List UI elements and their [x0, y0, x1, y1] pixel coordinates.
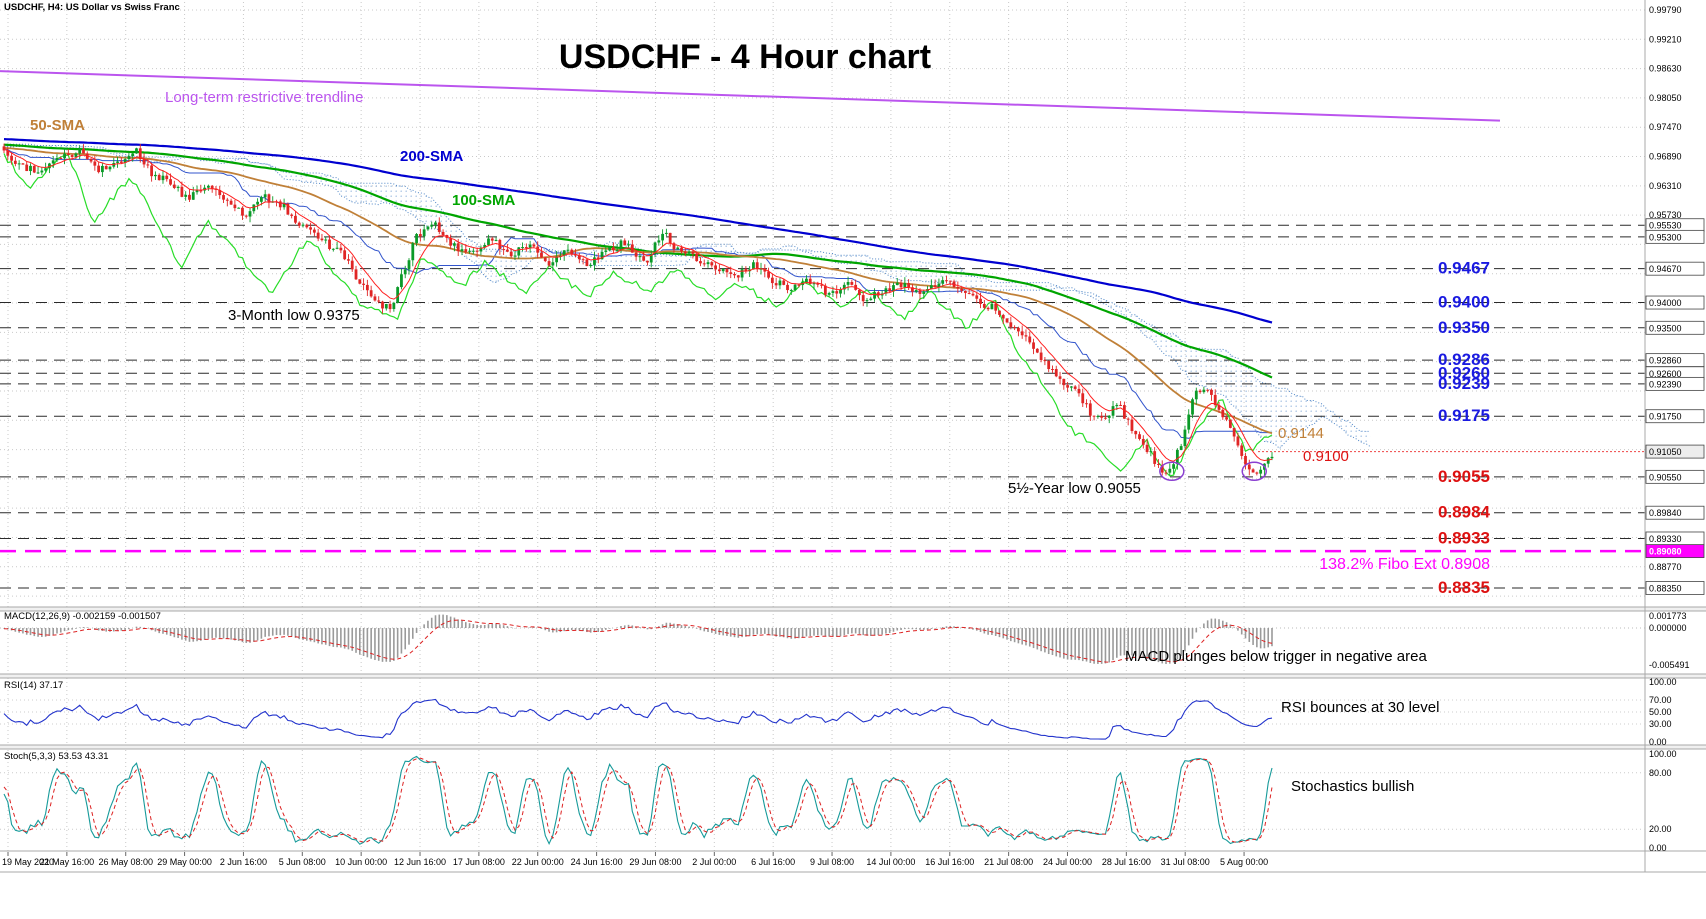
svg-text:0.98050: 0.98050	[1649, 93, 1682, 103]
svg-text:0.94000: 0.94000	[1649, 298, 1682, 308]
svg-text:5 Aug 00:00: 5 Aug 00:00	[1220, 857, 1268, 867]
svg-text:19 May 2020: 19 May 2020	[2, 857, 54, 867]
svg-text:70.00: 70.00	[1649, 695, 1672, 705]
svg-text:0.95530: 0.95530	[1649, 221, 1682, 231]
svg-text:0.8984: 0.8984	[1438, 503, 1491, 522]
svg-text:17 Jun 08:00: 17 Jun 08:00	[453, 857, 505, 867]
svg-text:14 Jul 00:00: 14 Jul 00:00	[866, 857, 915, 867]
macd-annotation: MACD plunges below trigger in negative a…	[1125, 648, 1427, 665]
five-year-low-annotation: 5½-Year low 0.9055	[1008, 480, 1141, 497]
svg-text:100.00: 100.00	[1649, 677, 1677, 687]
svg-text:29 May 00:00: 29 May 00:00	[157, 857, 212, 867]
price-series	[2, 138, 1274, 482]
indicator-panels	[0, 0, 1706, 873]
svg-text:0.95300: 0.95300	[1649, 232, 1682, 242]
svg-text:0.00: 0.00	[1649, 843, 1667, 853]
price-axis: 0.001773 0.000000 -0.005491 100.00 70.00 50.0…	[1645, 5, 1705, 853]
sma100-annotation: 100-SMA	[452, 192, 516, 209]
svg-text:0.92600: 0.92600	[1649, 369, 1682, 379]
sma50-price-tag: 0.9144	[1278, 425, 1324, 442]
support-resistance-lines	[0, 70, 1645, 589]
svg-text:0.9350: 0.9350	[1438, 318, 1490, 337]
svg-text:0.93500: 0.93500	[1649, 323, 1682, 333]
svg-text:50.00: 50.00	[1649, 707, 1672, 717]
svg-text:0.00: 0.00	[1649, 737, 1667, 747]
svg-text:0.89080: 0.89080	[1649, 547, 1682, 557]
svg-text:0.001773: 0.001773	[1649, 611, 1687, 621]
svg-text:0.89840: 0.89840	[1649, 508, 1682, 518]
svg-text:24 Jun 16:00: 24 Jun 16:00	[571, 857, 623, 867]
svg-text:0.91750: 0.91750	[1649, 412, 1682, 422]
svg-text:2 Jun 16:00: 2 Jun 16:00	[220, 857, 267, 867]
trendline-annotation: Long-term restrictive trendline	[165, 89, 364, 106]
svg-text:0.97470: 0.97470	[1649, 122, 1682, 132]
svg-text:0.9286: 0.9286	[1438, 350, 1490, 369]
svg-text:0.88350: 0.88350	[1649, 584, 1682, 594]
rsi-indicator-label: RSI(14) 37.17	[4, 680, 64, 691]
svg-text:0.000000: 0.000000	[1649, 623, 1687, 633]
svg-text:0.9239: 0.9239	[1438, 374, 1490, 393]
svg-text:2 Jul 00:00: 2 Jul 00:00	[692, 857, 736, 867]
svg-text:0.9260: 0.9260	[1438, 363, 1490, 382]
grid	[0, 2, 1645, 852]
rsi-annotation: RSI bounces at 30 level	[1281, 699, 1440, 716]
svg-text:0.99790: 0.99790	[1649, 5, 1682, 15]
svg-text:0.94670: 0.94670	[1649, 264, 1682, 274]
svg-text:31 Jul 08:00: 31 Jul 08:00	[1161, 857, 1210, 867]
instrument-label: USDCHF, H4: US Dollar vs Swiss Franc	[4, 2, 180, 13]
svg-text:0.9055: 0.9055	[1438, 467, 1490, 486]
sma200-annotation: 200-SMA	[400, 148, 464, 165]
svg-text:30.00: 30.00	[1649, 719, 1672, 729]
svg-text:0.9175: 0.9175	[1438, 406, 1490, 425]
chart-title: USDCHF - 4 Hour chart	[558, 38, 932, 76]
svg-text:0.95730: 0.95730	[1649, 210, 1682, 220]
svg-text:0.91050: 0.91050	[1649, 447, 1682, 457]
svg-text:26 May 08:00: 26 May 08:00	[98, 857, 153, 867]
svg-text:-0.005491: -0.005491	[1649, 660, 1690, 670]
svg-text:20.00: 20.00	[1649, 824, 1672, 834]
svg-text:24 Jul 00:00: 24 Jul 00:00	[1043, 857, 1092, 867]
svg-text:6 Jul 16:00: 6 Jul 16:00	[751, 857, 795, 867]
svg-text:0.99210: 0.99210	[1649, 34, 1682, 44]
svg-text:0.96890: 0.96890	[1649, 152, 1682, 162]
svg-text:0.8933: 0.8933	[1438, 528, 1490, 547]
stoch-annotation: Stochastics bullish	[1291, 778, 1415, 795]
svg-text:0.98630: 0.98630	[1649, 64, 1682, 74]
current-price-tag: 0.9100	[1303, 448, 1349, 465]
svg-text:0.92390: 0.92390	[1649, 379, 1682, 389]
svg-text:0.96310: 0.96310	[1649, 181, 1682, 191]
three-month-low-annotation: 3-Month low 0.9375	[228, 307, 360, 324]
svg-text:10 Jun 00:00: 10 Jun 00:00	[335, 857, 387, 867]
price-level-labels: 0.9467 0.9400 0.9350 0.92860.92600.9239 0.91…	[1438, 259, 1491, 597]
svg-text:80.00: 80.00	[1649, 768, 1672, 778]
svg-text:0.92860: 0.92860	[1649, 356, 1682, 366]
svg-text:9 Jul 08:00: 9 Jul 08:00	[810, 857, 854, 867]
svg-text:0.88770: 0.88770	[1649, 562, 1682, 572]
svg-text:0.9467: 0.9467	[1438, 259, 1490, 278]
svg-text:12 Jun 16:00: 12 Jun 16:00	[394, 857, 446, 867]
svg-text:22 Jun 00:00: 22 Jun 00:00	[512, 857, 564, 867]
svg-text:21 Jul 08:00: 21 Jul 08:00	[984, 857, 1033, 867]
svg-text:29 Jun 08:00: 29 Jun 08:00	[629, 857, 681, 867]
svg-text:0.90550: 0.90550	[1649, 472, 1682, 482]
fibo-extension-label: 138.2% Fibo Ext 0.8908	[1319, 556, 1490, 573]
svg-text:0.89330: 0.89330	[1649, 534, 1682, 544]
svg-text:0.9400: 0.9400	[1438, 293, 1490, 312]
svg-text:21 May 16:00: 21 May 16:00	[40, 857, 95, 867]
stoch-indicator-label: Stoch(5,3,3) 53.53 43.31	[4, 751, 109, 762]
sma50-annotation: 50-SMA	[30, 117, 86, 134]
svg-text:100.00: 100.00	[1649, 749, 1677, 759]
svg-text:5 Jun 08:00: 5 Jun 08:00	[279, 857, 326, 867]
svg-text:16 Jul 16:00: 16 Jul 16:00	[925, 857, 974, 867]
svg-text:28 Jul 16:00: 28 Jul 16:00	[1102, 857, 1151, 867]
svg-text:0.8835: 0.8835	[1438, 578, 1490, 597]
macd-indicator-label: MACD(12,26,9) -0.002159 -0.001507	[4, 611, 161, 622]
